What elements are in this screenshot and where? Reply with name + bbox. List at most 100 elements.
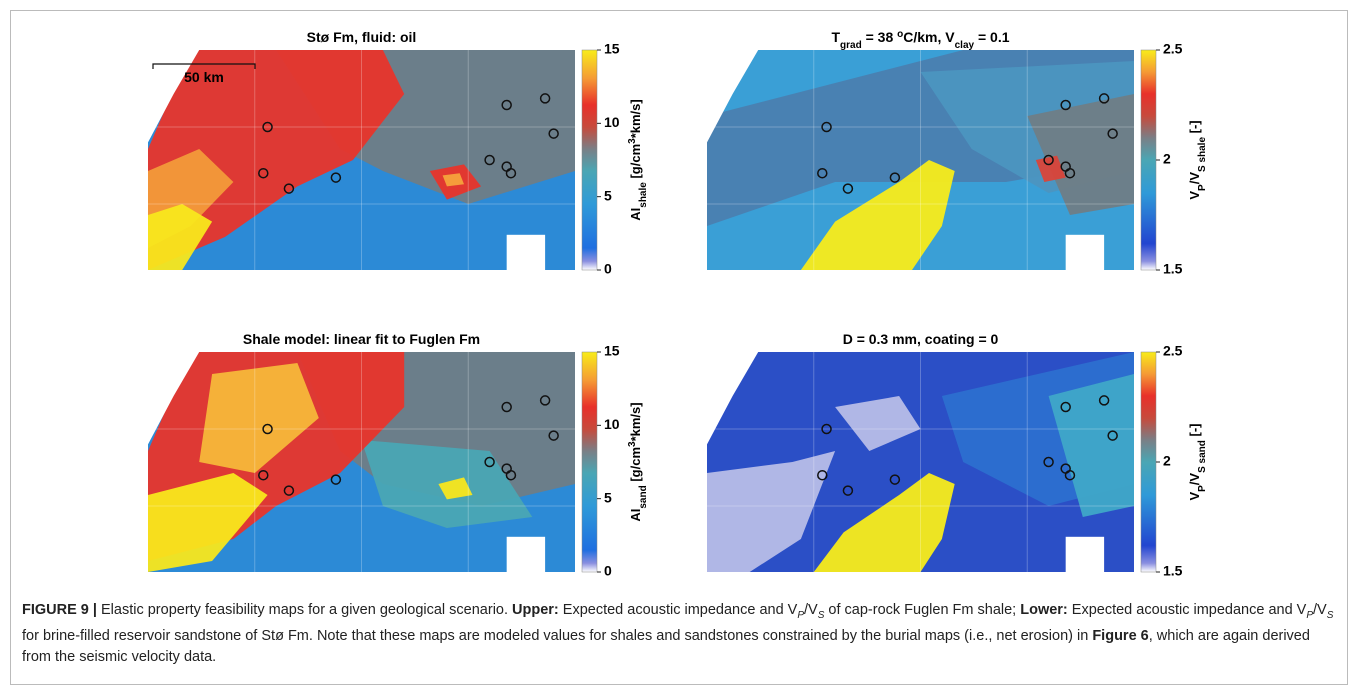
colorbar-tick-label: 5 [604,187,612,203]
colorbar-tick-label: 15 [604,41,620,57]
panel-title: Tgrad = 38 oC/km, Vclay = 0.1 [831,29,1009,51]
well [1043,154,1054,166]
colorbar-label: AIsand [g/cm3*km/s] [627,402,649,521]
figure-frame [10,10,1348,685]
panel: Shale model: linear fit to Fuglen Fm 0 5 10… [148,331,649,579]
map-nodata [506,536,546,572]
well [1064,469,1076,481]
map-region [148,204,213,270]
text-part: AI [628,509,643,522]
well [817,469,828,481]
map-nodata [506,234,546,270]
caption-text: Upper: [512,602,559,618]
well [501,99,512,111]
well [1060,401,1071,413]
caption-text: FIGURE 9 | [22,602,97,618]
well [283,183,295,194]
colorbar [581,351,598,573]
colorbar-label: VP/VS sand [-] [1187,423,1208,500]
scale-bar-label: 50 km [184,69,224,85]
map-region [1027,94,1134,215]
text-part: = 38 [862,29,897,45]
map-region [148,473,268,572]
map-region [199,363,319,473]
text-part: S shale [1197,137,1208,172]
colorbar-tick-label: 1.5 [1163,261,1183,277]
colorbar-tick-label: 2 [1163,453,1171,469]
map-nodata [148,50,200,143]
caption: FIGURE 9 | Elastic property feasibility … [22,600,1340,668]
panel: D = 0.3 mm, coating = 0 1.5 2 2.5 VP/VS sand… [707,331,1208,579]
text-part: sand [638,485,649,508]
map-nodata [707,50,759,143]
map-nodata [707,352,759,445]
well [258,469,269,481]
well [505,167,517,179]
text-part: T [831,29,840,45]
caption-text: P [797,609,805,621]
text-part: [g/cm [628,447,643,485]
caption-text: S [1326,609,1334,621]
panel-title: Shale model: linear fit to Fuglen Fm [243,331,480,347]
text-part: clay [955,40,975,51]
well [484,154,495,166]
text-part: V [1187,191,1202,200]
colorbar-tick-label: 5 [604,489,612,505]
map-region [442,173,464,187]
well [262,121,273,133]
text-part: *km/s] [628,402,643,441]
well [1098,93,1110,104]
well [889,474,901,485]
colorbar [1140,49,1157,271]
text-part: 3 [627,441,638,447]
panel-title: D = 0.3 mm, coating = 0 [843,331,999,347]
well [1060,99,1071,111]
panel: Stø Fm, fluid: oil 50 km 0 5 10 15 AIshale [g/… [148,29,649,277]
well [262,423,273,435]
well [817,167,828,179]
map-region [148,50,405,270]
text-part: *km/s] [628,99,643,138]
well [821,121,832,133]
text-part: S sand [1197,440,1208,473]
caption-text: of cap-rock Fuglen Fm shale; [824,602,1021,618]
colorbar-tick-label: 10 [604,416,620,432]
caption-text: Elastic property feasibility maps for a … [96,602,513,618]
caption-text: Expected acoustic impedance and V [1067,602,1307,618]
caption-text: , which are again derived from the seism… [22,627,1310,665]
text-part: [-] [1187,120,1202,137]
well [283,485,295,496]
colorbar-tick-label: 2.5 [1163,41,1183,57]
well [842,485,854,496]
text-part: Stø Fm, fluid: oil [307,29,417,45]
text-part: Shale model: linear fit to Fuglen Fm [243,331,480,347]
colorbar-tick-label: 2.5 [1163,343,1183,359]
well [1107,430,1118,441]
scale-bar [152,63,256,69]
well [539,93,551,104]
well [505,469,517,481]
colorbar-label: VP/VS shale [-] [1187,120,1208,199]
well [1064,167,1076,179]
colorbar-label: AIshale [g/cm3*km/s] [627,99,649,220]
map-nodata [1065,234,1105,270]
caption-text: Lower: [1020,602,1068,618]
well [842,183,854,194]
text-part: P [1197,485,1208,492]
map-region [707,451,836,572]
colorbar-tick-label: 10 [604,114,620,130]
text-part: 3 [627,138,638,144]
text-part: grad [840,40,862,51]
colorbar-tick-label: 0 [604,563,612,579]
well [539,395,551,406]
colorbar [1140,351,1157,573]
text-part: = 0.1 [974,29,1010,45]
map-region [813,473,955,572]
text-part: C/km, V [903,29,955,45]
well [501,401,512,413]
panel-title: Stø Fm, fluid: oil [307,29,417,45]
map-region [1035,155,1066,182]
map-region [835,396,921,451]
figure: Stø Fm, fluid: oil 50 km 0 5 10 15 AIshale [g/… [148,29,1208,579]
caption-text: for brine-filled reservoir sandstone of … [22,627,1093,644]
